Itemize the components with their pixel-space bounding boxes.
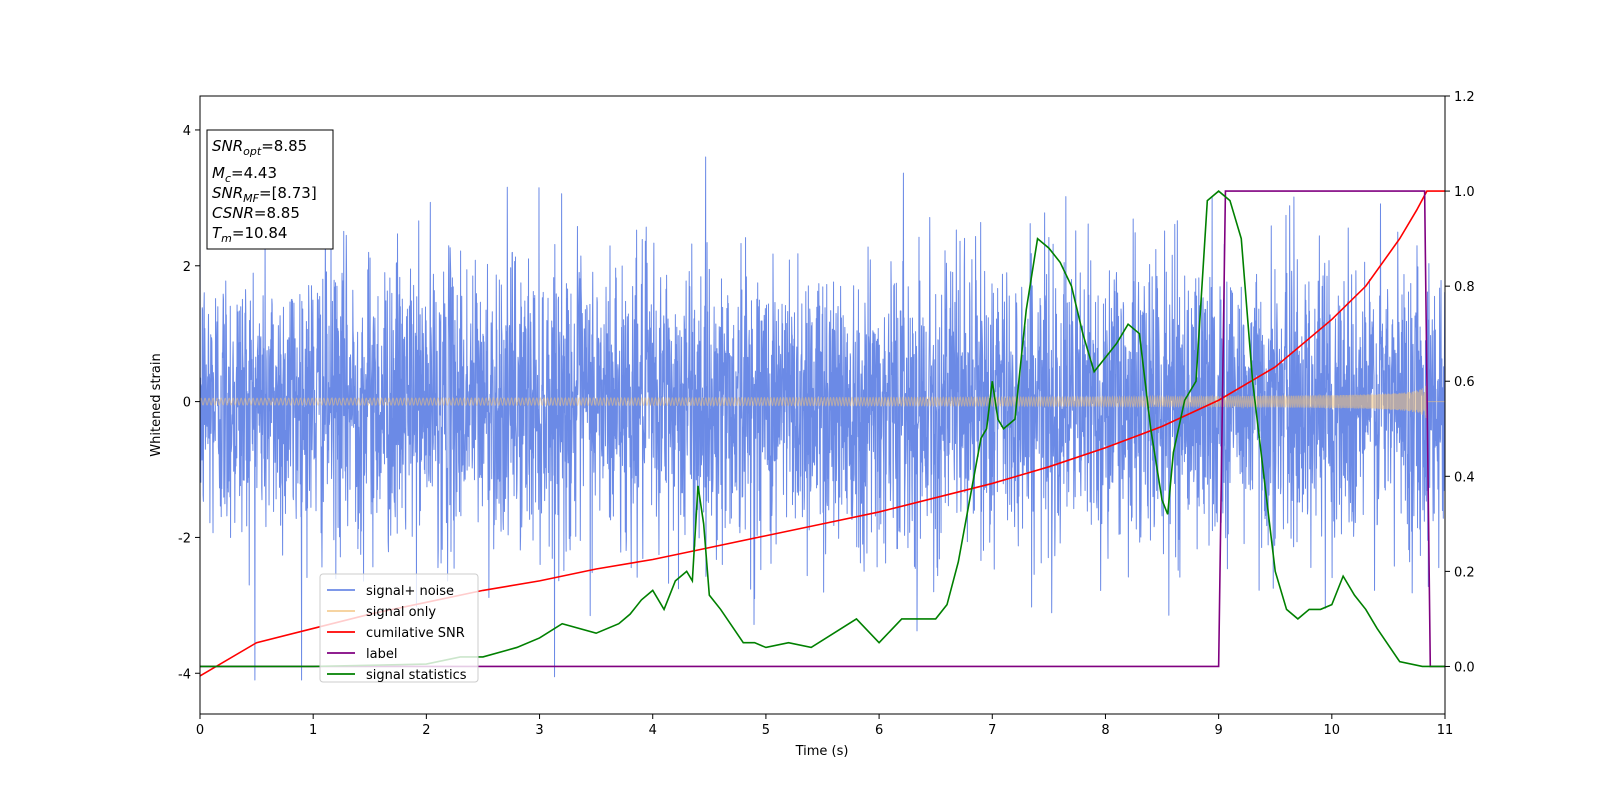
legend-label: cumilative SNR	[366, 626, 465, 641]
x-tick-label: 5	[762, 723, 770, 738]
legend: signal+ noise signal only cumilative SNR la…	[319, 573, 479, 683]
y-right-tick-label: 0.6	[1454, 375, 1475, 390]
y-right-tick-label: 0.2	[1454, 565, 1475, 580]
y-right-tick-label: 1.2	[1454, 90, 1475, 105]
y-left-tick-label: 2	[183, 260, 191, 275]
x-tick-label: 2	[422, 723, 430, 738]
x-tick-label: 1	[309, 723, 317, 738]
y-left-tick-label: -2	[178, 531, 191, 546]
y-left-tick-label: -4	[178, 667, 191, 682]
x-axis-ticks: 0 1 2 3 4 5 6 7 8 9 10 11	[196, 714, 1453, 738]
x-tick-label: 7	[988, 723, 996, 738]
x-tick-label: 9	[1214, 723, 1222, 738]
x-tick-label: 4	[649, 723, 657, 738]
series-signal-statistics	[200, 190, 1445, 668]
y-right-tick-label: 1.0	[1454, 185, 1475, 200]
y-right-tick-label: 0.4	[1454, 470, 1475, 485]
legend-label: signal statistics	[366, 668, 467, 683]
annotation-csnr: CSNR=8.85	[212, 204, 300, 222]
x-tick-label: 3	[535, 723, 543, 738]
y-axis-title: Whitened strain	[149, 353, 164, 456]
annotation-frame	[206, 129, 334, 250]
y-axis-left-ticks: -4 -2 0 2 4	[178, 124, 200, 682]
x-axis-title: Time (s)	[795, 744, 849, 759]
plot-frame	[199, 95, 1446, 715]
x-tick-label: 0	[196, 723, 204, 738]
x-tick-label: 8	[1101, 723, 1109, 738]
legend-label: label	[366, 647, 397, 662]
y-axis-right-ticks: 0.0 0.2 0.4 0.6 0.8 1.0 1.2	[1445, 90, 1475, 675]
legend-label: signal only	[366, 605, 436, 620]
x-tick-label: 11	[1437, 723, 1454, 738]
y-right-tick-label: 0.0	[1454, 660, 1475, 675]
legend-label: signal+ noise	[366, 584, 454, 599]
y-right-tick-label: 0.8	[1454, 280, 1475, 295]
series-signal-only	[200, 385, 1445, 418]
y-left-tick-label: 4	[183, 124, 191, 139]
stats-annotation-box: SNRopt=8.85 Mc=4.43 SNRMF=[8.73] CSNR=8.…	[206, 129, 334, 250]
legend-frame	[319, 573, 479, 683]
annotation-snr-mf: SNRMF=[8.73]	[212, 184, 317, 205]
annotation-snr-opt: SNRopt=8.85	[212, 137, 307, 158]
x-tick-label: 6	[875, 723, 883, 738]
annotation-mc: Mc=4.43	[212, 164, 277, 185]
y-left-tick-label: 0	[183, 396, 191, 411]
x-tick-label: 10	[1324, 723, 1341, 738]
annotation-tm: Tm=10.84	[212, 224, 287, 245]
